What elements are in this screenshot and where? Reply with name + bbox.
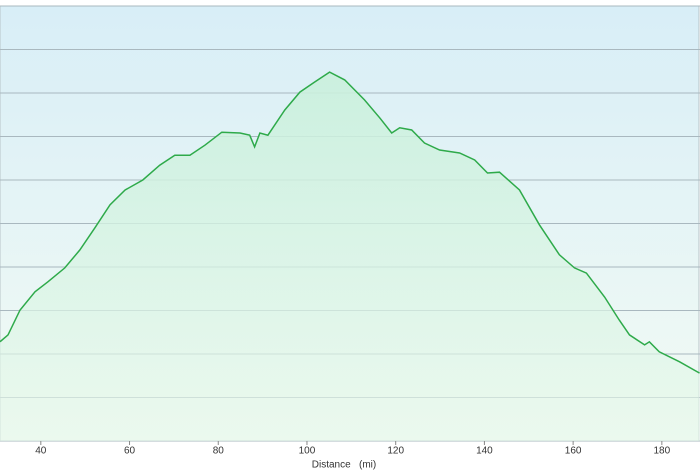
x-tick-label: 80 <box>213 446 225 457</box>
x-tick-label: 180 <box>654 446 671 457</box>
x-tick-label: 60 <box>124 446 136 457</box>
x-axis-label: Distance (mi) <box>312 460 376 471</box>
x-tick-label: 100 <box>299 446 316 457</box>
x-tick-label: 160 <box>565 446 582 457</box>
x-tick-label: 120 <box>387 446 404 457</box>
profile-line <box>0 71 700 374</box>
x-tick-label: 40 <box>35 446 47 457</box>
area-fill <box>0 72 700 441</box>
x-tick-label: 140 <box>476 446 493 457</box>
